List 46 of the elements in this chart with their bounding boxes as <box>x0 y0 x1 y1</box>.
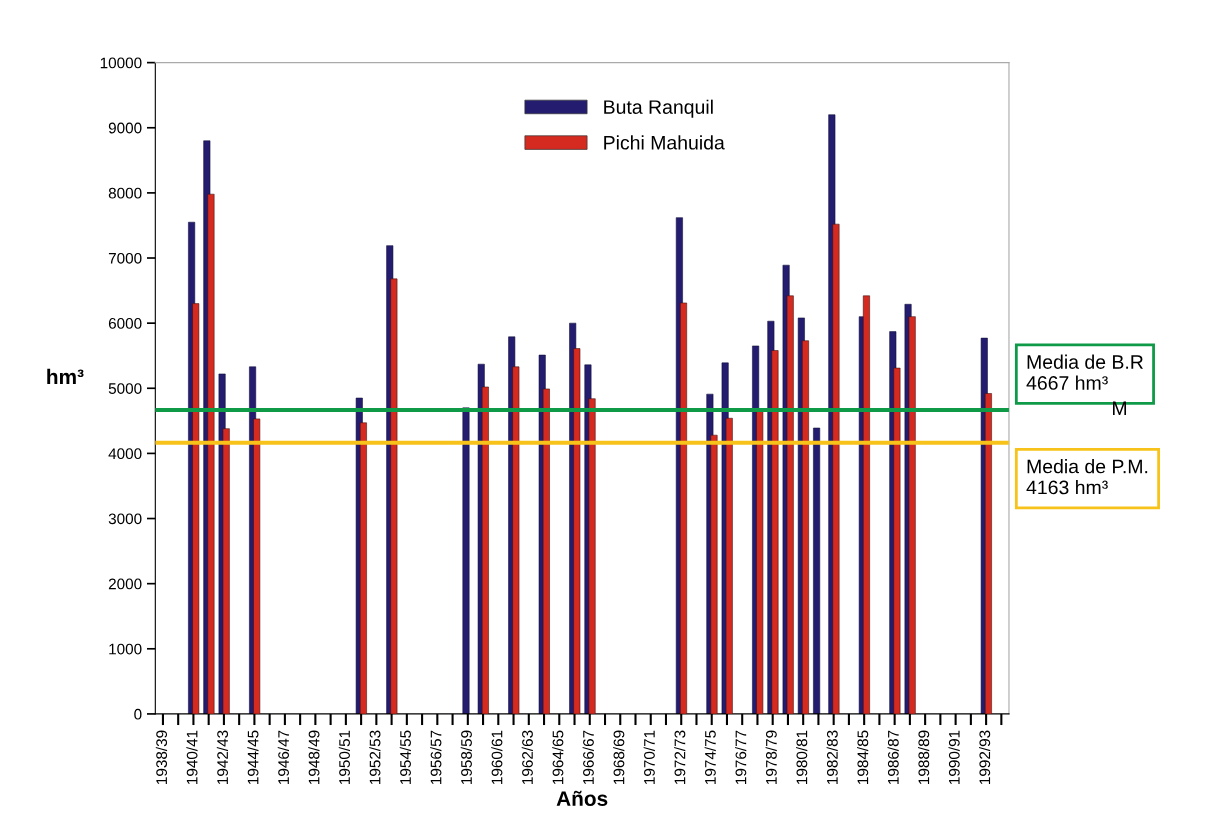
y-tick-label: 1000 <box>109 643 142 655</box>
x-tick-label: 1960/61 <box>491 730 503 784</box>
x-tick-label: 1980/81 <box>796 730 808 784</box>
x-axis-title: Años <box>556 790 608 806</box>
x-tick-label: 1982/83 <box>826 730 838 784</box>
x-tick-label: 1940/41 <box>186 730 198 784</box>
legend-label: Buta Ranquil <box>604 99 713 118</box>
x-tick-label: 1956/57 <box>430 730 442 784</box>
y-tick-label: 7000 <box>108 252 142 264</box>
x-tick-label: 1972/73 <box>674 730 686 784</box>
x-tick-label: 1988/89 <box>918 730 930 784</box>
x-tick-label: 1974/75 <box>704 730 716 784</box>
x-tick-label: 1962/63 <box>521 730 533 784</box>
x-tick-label: 1950/51 <box>338 730 350 784</box>
y-tick-label: 5000 <box>108 383 142 394</box>
y-tick-label: 9000 <box>108 122 142 134</box>
x-tick-label: 1942/43 <box>216 730 229 784</box>
x-tick-label: 1964/65 <box>552 730 564 784</box>
y-tick-label: 10000 <box>100 57 142 69</box>
y-tick-label: 3000 <box>108 513 142 525</box>
x-tick-label: 1976/77 <box>735 730 747 784</box>
x-tick-label: 1952/53 <box>369 730 381 784</box>
x-tick-label: 1990/91 <box>948 730 960 784</box>
x-tick-label: 1970/71 <box>643 730 655 784</box>
y-tick-label: 4000 <box>108 448 142 460</box>
y-axis-title: hm³ <box>47 368 84 384</box>
legend-label: Pichi Mahuida <box>604 135 725 150</box>
x-tick-label: 1984/85 <box>857 730 869 784</box>
x-tick-label: 1968/69 <box>613 730 625 784</box>
x-tick-label: 1938/39 <box>155 730 168 784</box>
y-tick-label: 6000 <box>108 318 142 329</box>
x-tick-label: 1966/67 <box>582 730 594 784</box>
x-tick-label: 1958/59 <box>460 730 472 784</box>
x-tick-label: 1948/49 <box>308 730 320 784</box>
ref-line-label: Media de B.R 4667 hm³ <box>1026 354 1143 390</box>
x-tick-label: 1992/93 <box>978 730 991 784</box>
x-tick-label: 1954/55 <box>399 730 411 784</box>
text: M <box>1113 401 1127 415</box>
x-tick-label: 1944/45 <box>247 730 259 784</box>
x-tick-label: 1978/79 <box>765 730 777 784</box>
y-tick-label: 8000 <box>108 187 142 199</box>
x-tick-label: 1946/47 <box>277 730 289 784</box>
y-tick-label: 2000 <box>108 578 142 590</box>
x-tick-label: 1986/87 <box>887 730 899 784</box>
y-tick-label: 0 <box>134 708 142 720</box>
ref-line-label: Media de P.M. 4163 hm³ <box>1026 459 1148 495</box>
